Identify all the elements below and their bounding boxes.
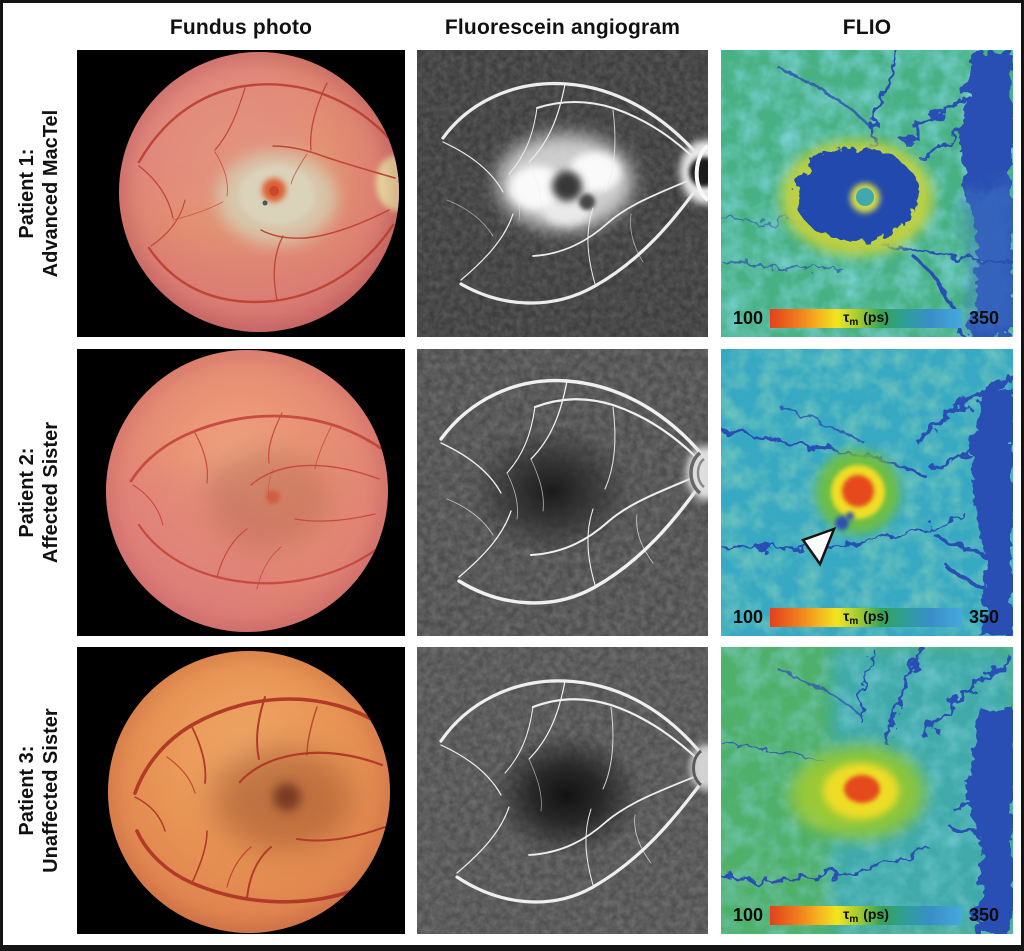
panel-flio-patient-1: 100 τm (ps) 350 xyxy=(721,50,1013,337)
panel-angiogram-patient-3 xyxy=(417,647,708,934)
row-label-patient-3-line1: Patient 3: xyxy=(15,745,38,836)
colorbar-min-label: 100 xyxy=(733,904,764,925)
optic-disc xyxy=(690,744,708,790)
colorbar-gradient: τm (ps) xyxy=(770,905,962,925)
column-header-fundus-photo: Fundus photo xyxy=(169,16,313,39)
fluorescein-angiogram-image xyxy=(417,349,708,636)
column-header-fluorescein-angiogram: Fluorescein angiogram xyxy=(444,16,681,39)
colorbar-gradient: τm (ps) xyxy=(770,308,962,328)
panel-flio-patient-2: 100 τm (ps) 350 xyxy=(721,349,1013,636)
row-label-patient-3-line2: Unaffected Sister xyxy=(39,708,61,873)
colorbar-max-label: 350 xyxy=(968,307,999,328)
retinal-vessels xyxy=(439,679,706,904)
optic-disc-long-lifetime-region xyxy=(957,50,1013,337)
flio-colorbar: 100 τm (ps) 350 xyxy=(733,903,999,927)
row-label-patient-1: Patient 1: Advanced MacTel xyxy=(3,50,75,337)
fluorescein-angiogram-image xyxy=(417,50,708,337)
dark-macula xyxy=(491,733,643,857)
macula-lesion xyxy=(217,152,337,244)
row-label-patient-3: Patient 3: Unaffected Sister xyxy=(3,647,75,934)
fluorescein-angiogram-image xyxy=(417,647,708,934)
colorbar-min-label: 100 xyxy=(733,606,764,627)
row-label-patient-2-line2: Affected Sister xyxy=(39,421,61,564)
panel-fundus-patient-2 xyxy=(77,349,405,636)
flio-lifetime-map xyxy=(721,349,1013,636)
flio-lifetime-map xyxy=(721,50,1013,337)
hyperfluorescent-lesion xyxy=(497,134,633,230)
fundus-photo-image xyxy=(77,349,405,636)
panel-flio-patient-3: 100 τm (ps) 350 xyxy=(721,647,1013,934)
colorbar-gradient: τm (ps) xyxy=(770,607,962,627)
optic-disc xyxy=(686,446,708,500)
colorbar-unit-label: τm (ps) xyxy=(843,607,889,627)
row-label-patient-2: Patient 2: Affected Sister xyxy=(3,349,75,636)
optic-disc-long-lifetime-region xyxy=(967,707,1013,934)
colorbar-unit-label: τm (ps) xyxy=(843,308,889,328)
central-lesion-long-lifetime xyxy=(781,140,933,256)
row-label-patient-1-line1: Patient 1: xyxy=(15,148,38,239)
panel-fundus-patient-1 xyxy=(77,50,405,337)
optic-disc xyxy=(680,140,708,204)
colorbar-max-label: 350 xyxy=(968,904,999,925)
vessel-shadows xyxy=(721,647,1013,882)
retinal-vessels xyxy=(137,82,397,304)
panel-angiogram-patient-2 xyxy=(417,349,708,636)
flio-colorbar: 100 τm (ps) 350 xyxy=(733,306,999,330)
colorbar-unit-label: τm (ps) xyxy=(843,905,889,925)
arrowhead-marker xyxy=(801,526,837,567)
retinal-vessels xyxy=(129,412,384,590)
row-label-patient-2-line1: Patient 2: xyxy=(15,447,38,538)
vessel-shadows xyxy=(721,374,1013,603)
panel-fundus-patient-3 xyxy=(77,647,405,934)
retinal-vessels xyxy=(439,378,706,605)
retinal-vessels xyxy=(441,81,706,305)
central-lesion xyxy=(816,450,900,534)
panel-angiogram-patient-1 xyxy=(417,50,708,337)
dark-macula xyxy=(470,425,634,557)
fundus-photo-image xyxy=(77,50,405,337)
central-fovea-short-lifetime xyxy=(789,745,925,839)
column-header-flio: FLIO xyxy=(842,16,892,39)
focal-long-lifetime-spot xyxy=(835,512,854,530)
row-label-patient-1-line2: Advanced MacTel xyxy=(39,109,61,278)
fundus-photo-image xyxy=(77,647,405,934)
flio-lifetime-map xyxy=(721,647,1013,934)
colorbar-max-label: 350 xyxy=(968,606,999,627)
macula-region xyxy=(212,747,352,851)
flio-colorbar: 100 τm (ps) 350 xyxy=(733,605,999,629)
colorbar-min-label: 100 xyxy=(733,307,764,328)
